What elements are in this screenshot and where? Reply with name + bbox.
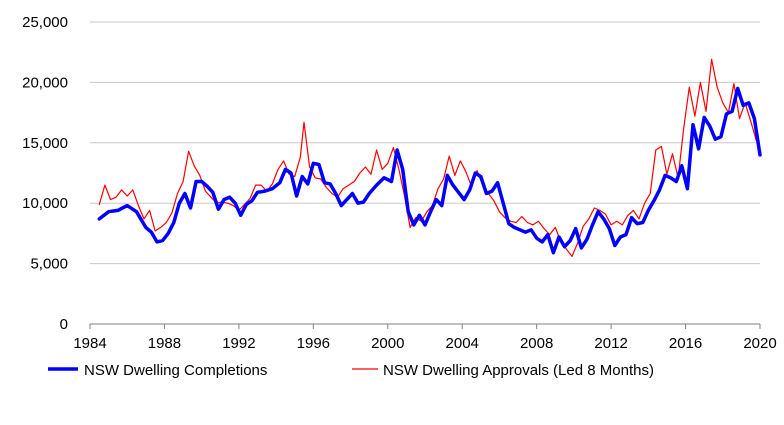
- x-tick-label: 2000: [371, 335, 404, 352]
- x-tick-label: 2016: [669, 335, 702, 352]
- legend: NSW Dwelling Completions NSW Dwelling Ap…: [48, 362, 654, 379]
- x-tick-label: 1988: [148, 335, 181, 352]
- y-tick-label: 0: [60, 316, 68, 333]
- x-axis: [89, 323, 761, 329]
- x-tick-label: 1996: [297, 335, 330, 352]
- legend-label-completions: NSW Dwelling Completions: [84, 362, 267, 379]
- y-tick-label: 15,000: [22, 135, 68, 152]
- x-tick-label: 2008: [520, 335, 553, 352]
- x-tick-label: 2020: [743, 335, 776, 352]
- legend-label-approvals: NSW Dwelling Approvals (Led 8 Months): [383, 362, 654, 379]
- x-tick-label: 2004: [446, 335, 479, 352]
- y-tick-label: 20,000: [22, 74, 68, 91]
- series-line-approvals: [98, 58, 757, 257]
- x-axis-tick-labels: 1984 1988 1992 1996 2000 2004 2008 2012 2016 2020: [73, 335, 776, 352]
- y-tick-label: 25,000: [22, 14, 68, 31]
- y-tick-label: 10,000: [22, 195, 68, 212]
- series-layer: [97, 58, 762, 257]
- x-tick-label: 1984: [73, 335, 106, 352]
- gridlines: [90, 21, 760, 265]
- series-line-completions: [97, 86, 762, 255]
- y-axis-tick-labels: 0 5,000 10,000 15,000 20,000 25,000: [22, 14, 68, 333]
- y-tick-label: 5,000: [30, 256, 68, 273]
- x-tick-label: 2012: [594, 335, 627, 352]
- x-tick-label: 1992: [222, 335, 255, 352]
